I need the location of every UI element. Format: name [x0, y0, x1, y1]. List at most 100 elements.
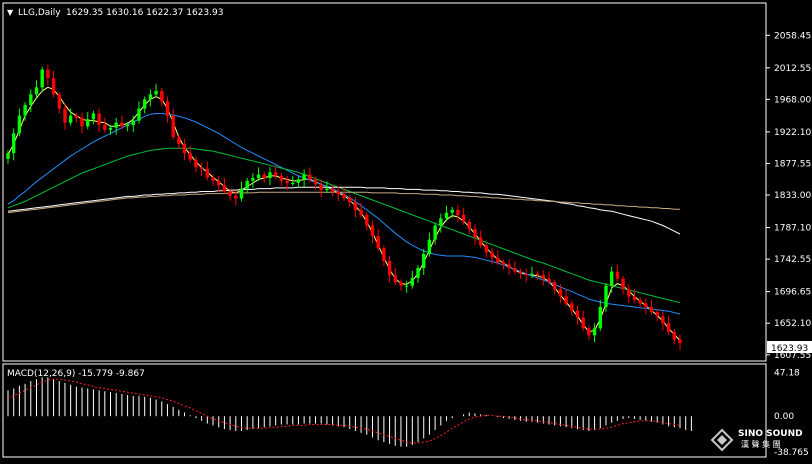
candle-body [587, 328, 591, 336]
candle-body [416, 268, 420, 278]
candle-body [666, 323, 671, 332]
candle-body [348, 197, 352, 203]
candles [6, 64, 682, 351]
candle-body [330, 188, 335, 192]
macd-signal-line [7, 378, 681, 444]
candle-body [296, 179, 301, 183]
candle-body [125, 124, 130, 127]
candle-body [274, 172, 278, 176]
candle-body [199, 167, 204, 169]
candle-body [137, 108, 141, 121]
candle-body [143, 99, 147, 109]
candle-body [365, 214, 369, 226]
candle-body [285, 180, 289, 183]
candle-body [672, 331, 676, 340]
macd-axis-label: 0.00 [774, 412, 794, 422]
candle-body [23, 105, 27, 116]
candle-body [211, 177, 215, 181]
price-axis-label: 1652.10 [774, 319, 811, 329]
candle-body [461, 214, 466, 222]
price-axis-label: 1607.55 [774, 351, 811, 361]
candle-body [507, 264, 511, 268]
macd-axis-label: -38.765 [774, 448, 809, 458]
candle-body [251, 178, 255, 181]
candle-body [63, 108, 67, 123]
candle-body [439, 218, 443, 226]
candle-body [661, 316, 665, 324]
candle-body [239, 188, 244, 199]
candle-body [91, 113, 96, 120]
candle-body [433, 225, 437, 240]
candle-body [638, 299, 642, 304]
candle-body [553, 282, 557, 290]
current-price-tag-bg [767, 341, 812, 353]
candle-body [627, 289, 631, 297]
candle-body [86, 119, 90, 127]
candle-body [291, 183, 295, 184]
candle-body [74, 115, 78, 118]
macd-indicator-label: MACD(12,26,9) -15.779 -9.867 [7, 369, 145, 379]
logo-diamond-icon [710, 428, 734, 452]
candle-body [564, 296, 568, 304]
logo-brand-en: SINO SOUND [738, 429, 803, 439]
candle-body [228, 191, 232, 196]
sino-sound-logo: SINO SOUND 漢 聲 集 團 [710, 428, 803, 452]
candle-body [410, 277, 414, 286]
candle-body [473, 229, 477, 238]
candle-body [575, 310, 580, 318]
candle-body [535, 273, 540, 276]
candle-body [456, 209, 460, 215]
candle-body [644, 303, 648, 307]
candle-body [382, 248, 386, 261]
macd-axis-label: 47.18 [774, 369, 800, 379]
candle-body [51, 78, 56, 95]
candle-body [68, 115, 73, 123]
candle-body [279, 175, 284, 181]
price-axis: 2058.45 2012.55 1968.00 1922.10 1877.55 1833.… [766, 31, 811, 361]
candle-body [541, 275, 545, 279]
candle-body [610, 271, 614, 286]
candle-body [632, 296, 637, 300]
candle-body [444, 212, 449, 219]
candle-body [404, 285, 409, 287]
chart-symbol-label: LLG,Daily [18, 8, 61, 18]
candle-body [40, 69, 44, 88]
chart-menu-arrow-icon[interactable]: ▼ [7, 8, 14, 17]
candle-body [678, 339, 682, 344]
candle-body [165, 101, 170, 116]
candle-body [570, 303, 574, 311]
candle-body [148, 94, 153, 100]
macd-axis: 47.18 0.00 -38.765 [774, 369, 809, 458]
candle-body [501, 262, 506, 265]
candle-body [222, 185, 227, 192]
price-axis-label: 1696.65 [774, 288, 811, 298]
candle-body [621, 278, 625, 290]
candle-body [325, 188, 329, 190]
candle-body [496, 257, 500, 263]
candle-body [547, 278, 551, 283]
candle-body [17, 115, 22, 134]
price-axis-label: 1833.00 [774, 191, 811, 201]
candle-body [592, 328, 597, 336]
candle-body [342, 194, 346, 198]
candle-body [313, 179, 318, 185]
candle-body [108, 127, 113, 130]
logo-brand-cn: 漢 聲 集 團 [741, 439, 781, 449]
price-panel-frame [2, 2, 767, 362]
price-axis-label: 1877.55 [774, 159, 811, 169]
candle-body [604, 285, 608, 307]
candle-body [530, 273, 534, 276]
candle-body [182, 144, 187, 154]
candle-body [422, 253, 426, 268]
candle-body [376, 236, 380, 249]
candle-body [154, 90, 158, 95]
candle-body [490, 252, 494, 258]
price-axis-label: 2058.45 [774, 31, 811, 41]
price-axis-label: 2012.55 [774, 64, 811, 74]
price-axis-label: 1787.10 [774, 224, 811, 234]
candle-body [262, 174, 266, 178]
candle-body [160, 90, 164, 102]
candle-body [80, 117, 84, 127]
